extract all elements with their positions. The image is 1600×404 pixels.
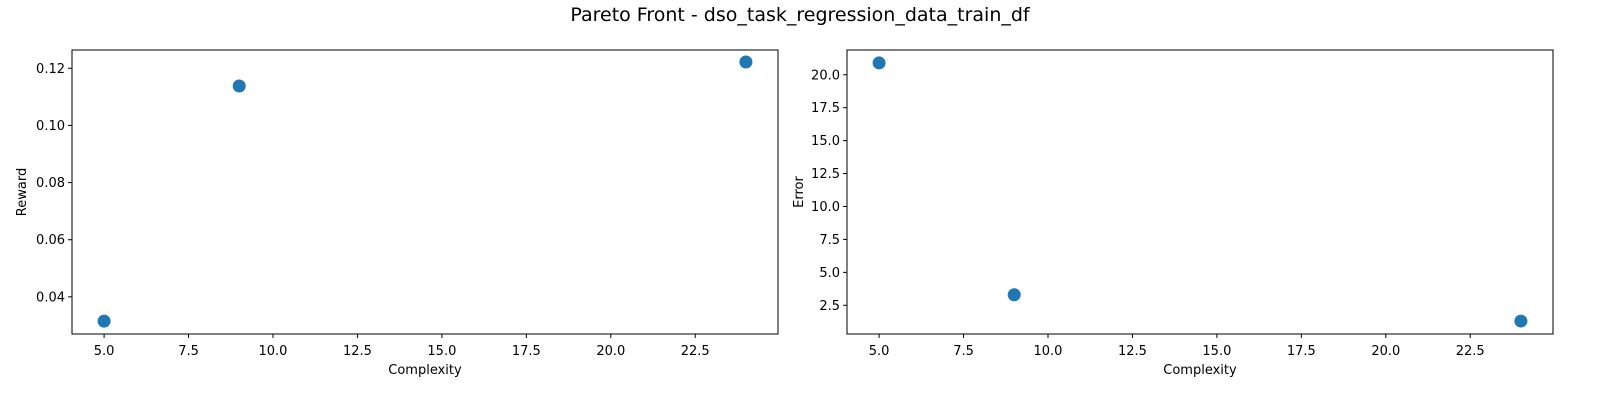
y-tick-label: 20.0 bbox=[811, 68, 840, 83]
y-tick-label: 2.5 bbox=[819, 299, 840, 314]
x-tick-label: 12.5 bbox=[343, 344, 372, 359]
y-tick-label: 17.5 bbox=[811, 101, 840, 116]
y-tick-label: 12.5 bbox=[811, 167, 840, 182]
x-tick-label: 10.0 bbox=[259, 344, 288, 359]
data-point bbox=[97, 314, 111, 328]
y-tick-label: 5.0 bbox=[819, 266, 840, 281]
x-tick-label: 17.5 bbox=[1287, 344, 1316, 359]
x-axis-label: Complexity bbox=[1163, 363, 1237, 378]
data-point bbox=[1514, 314, 1528, 328]
subplot-2: 5.0 7.5 10.0 12.5 15.0 17.5 20.0 22.5 2.5 5.0 7.5 1… bbox=[792, 49, 1554, 378]
x-tick-label: 5.0 bbox=[94, 344, 115, 359]
x-tick-label: 5.0 bbox=[869, 344, 890, 359]
x-tick-label: 22.5 bbox=[1456, 344, 1485, 359]
figure-title: Pareto Front - dso_task_regression_data_… bbox=[570, 4, 1030, 26]
y-tick-label: 10.0 bbox=[811, 200, 840, 215]
axes-frame bbox=[846, 49, 1554, 335]
y-tick-label: 0.08 bbox=[36, 176, 65, 191]
x-tick-label: 20.0 bbox=[596, 344, 625, 359]
x-tick-label: 15.0 bbox=[1202, 344, 1231, 359]
x-tick-label: 12.5 bbox=[1118, 344, 1147, 359]
y-axis-label: Reward bbox=[15, 168, 30, 216]
x-tick-label: 17.5 bbox=[512, 344, 541, 359]
y-tick-label: 7.5 bbox=[819, 233, 840, 248]
x-tick-label: 7.5 bbox=[953, 344, 974, 359]
data-point bbox=[872, 56, 886, 70]
y-tick-label: 0.12 bbox=[36, 62, 65, 77]
subplot-1: 5.0 7.5 10.0 12.5 15.0 17.5 20.0 22.5 0.04 0.06 0.… bbox=[15, 49, 779, 378]
y-tick-label: 0.10 bbox=[36, 119, 65, 134]
y-tick-label: 0.06 bbox=[36, 233, 65, 248]
x-tick-label: 10.0 bbox=[1034, 344, 1063, 359]
axes-frame bbox=[71, 49, 779, 335]
x-tick-label: 7.5 bbox=[178, 344, 199, 359]
data-point bbox=[739, 55, 753, 69]
x-axis-label: Complexity bbox=[388, 363, 462, 378]
x-tick-label: 15.0 bbox=[427, 344, 456, 359]
x-tick-label: 20.0 bbox=[1371, 344, 1400, 359]
data-point bbox=[1007, 288, 1021, 302]
y-axis-label: Error bbox=[792, 176, 807, 208]
data-point bbox=[232, 79, 246, 93]
y-tick-label: 0.04 bbox=[36, 290, 65, 305]
x-tick-label: 22.5 bbox=[681, 344, 710, 359]
y-tick-label: 15.0 bbox=[811, 134, 840, 149]
